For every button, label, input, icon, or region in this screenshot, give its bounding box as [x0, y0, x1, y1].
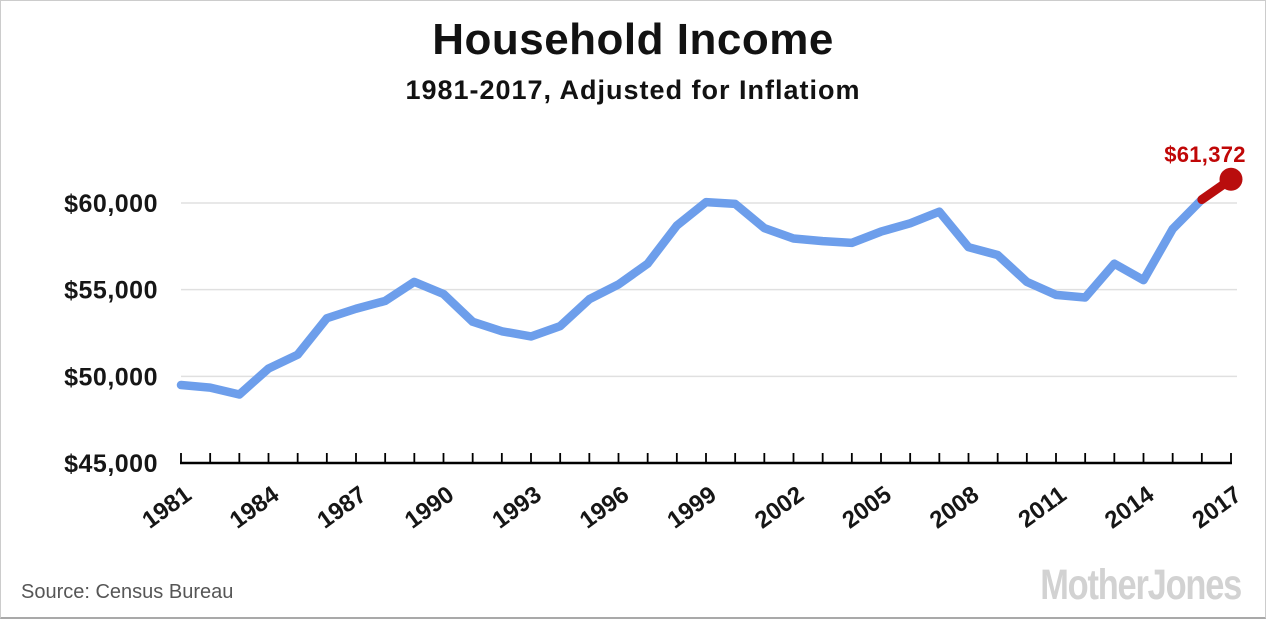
- end-point-dot: [1219, 167, 1243, 191]
- chart-subtitle: 1981-2017, Adjusted for Inflatiom: [405, 75, 861, 105]
- motherjones-logo: MotherJones: [1040, 561, 1242, 609]
- x-tick-label: 1987: [312, 481, 371, 534]
- y-tick-label: $45,000: [64, 450, 158, 478]
- y-tick-label: $60,000: [64, 190, 158, 218]
- x-tick-label: 2017: [1187, 481, 1246, 534]
- y-tick-label: $50,000: [64, 363, 158, 391]
- x-tick-label: 1999: [662, 481, 721, 534]
- x-tick-label: 1984: [225, 481, 285, 535]
- source-note: Source: Census Bureau: [21, 581, 234, 603]
- x-tick-label: 1993: [487, 481, 546, 534]
- chart-title: Household Income: [432, 15, 834, 64]
- end-point-label: $61,372: [1164, 142, 1246, 167]
- x-tick-label: 1990: [400, 481, 459, 534]
- x-tick-label: 2014: [1100, 481, 1160, 535]
- x-tick-label: 1981: [137, 481, 196, 534]
- x-tick-label: 2011: [1014, 481, 1072, 533]
- x-tick-label: 2008: [925, 481, 984, 534]
- x-tick-label: 2002: [750, 481, 809, 534]
- x-tick-label: 1996: [575, 481, 634, 534]
- x-tick-label: 2005: [837, 481, 896, 534]
- income-line: [176, 195, 1207, 399]
- y-tick-label: $55,000: [64, 277, 158, 305]
